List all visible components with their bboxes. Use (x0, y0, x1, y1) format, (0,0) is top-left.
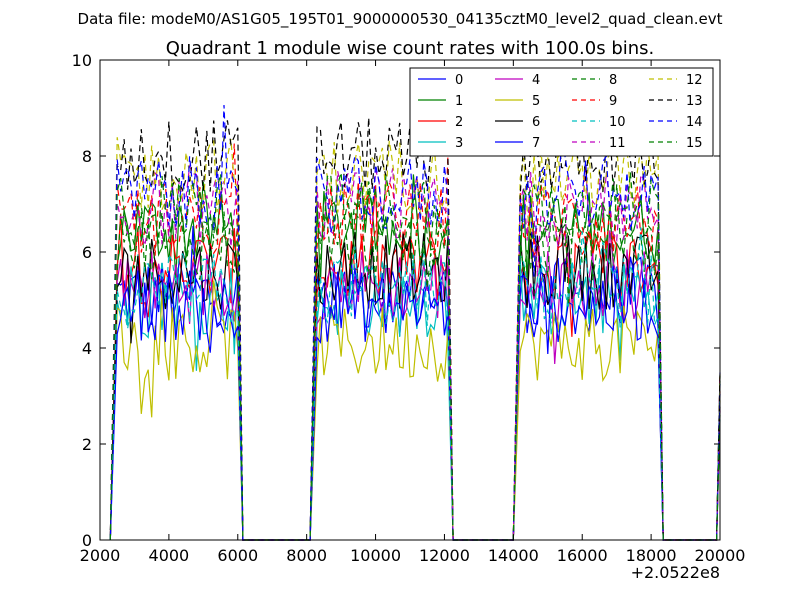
legend-label-2: 2 (455, 115, 463, 130)
legend-label-11: 11 (609, 136, 626, 151)
series-line-12 (109, 137, 721, 541)
legend-label-10: 10 (609, 115, 626, 130)
series-line-0 (109, 256, 721, 541)
x-tick-label-6: 14000 (488, 546, 539, 565)
y-tick-label-1: 2 (82, 435, 92, 454)
x-tick-label-3: 8000 (286, 546, 327, 565)
series-line-8 (109, 184, 721, 541)
x-offset-label: +2.0522e8 (631, 563, 720, 582)
series-layer (109, 104, 721, 541)
y-tick-label-4: 8 (82, 147, 92, 166)
legend-label-1: 1 (455, 94, 463, 109)
series-line-7 (109, 225, 721, 541)
x-tick-label-9: 20000 (695, 546, 746, 565)
x-tick-label-2: 6000 (217, 546, 258, 565)
chart-title: Quadrant 1 module wise count rates with … (166, 38, 655, 59)
legend-label-6: 6 (532, 115, 540, 130)
legend-label-15: 15 (686, 136, 703, 151)
y-tick-label-5: 10 (72, 51, 92, 70)
x-tick-label-5: 12000 (419, 546, 470, 565)
legend-label-14: 14 (686, 115, 703, 130)
y-tick-label-3: 6 (82, 243, 92, 262)
y-tick-label-0: 0 (82, 531, 92, 550)
series-line-13 (109, 117, 721, 541)
series-line-6 (109, 221, 721, 541)
legend-label-13: 13 (686, 94, 703, 109)
series-line-2 (109, 185, 721, 541)
series-line-14 (109, 104, 721, 541)
y-tick-label-2: 4 (82, 339, 92, 358)
ticks-layer: 2000 4000 6000 8000 10000 12000 14000 16000 1800… (72, 51, 746, 565)
legend-label-4: 4 (532, 73, 540, 88)
series-line-15 (109, 172, 721, 541)
x-tick-label-7: 16000 (557, 546, 608, 565)
legend-label-7: 7 (532, 136, 540, 151)
legend-label-0: 0 (455, 73, 463, 88)
x-tick-label-8: 18000 (626, 546, 677, 565)
legend-label-9: 9 (609, 94, 617, 109)
chart-suptitle: Data file: modeM0/AS1G05_195T01_90000005… (78, 10, 723, 29)
x-tick-label-1: 4000 (149, 546, 190, 565)
series-line-5 (109, 280, 721, 541)
legend-label-12: 12 (686, 73, 703, 88)
legend-label-3: 3 (455, 136, 463, 151)
legend-box (409, 67, 714, 157)
legend-label-8: 8 (609, 73, 617, 88)
x-tick-label-4: 10000 (350, 546, 401, 565)
plot-frame (99, 59, 721, 541)
series-line-10 (109, 227, 721, 541)
legend-label-5: 5 (532, 94, 540, 109)
x-tick-label-0: 2000 (80, 546, 121, 565)
